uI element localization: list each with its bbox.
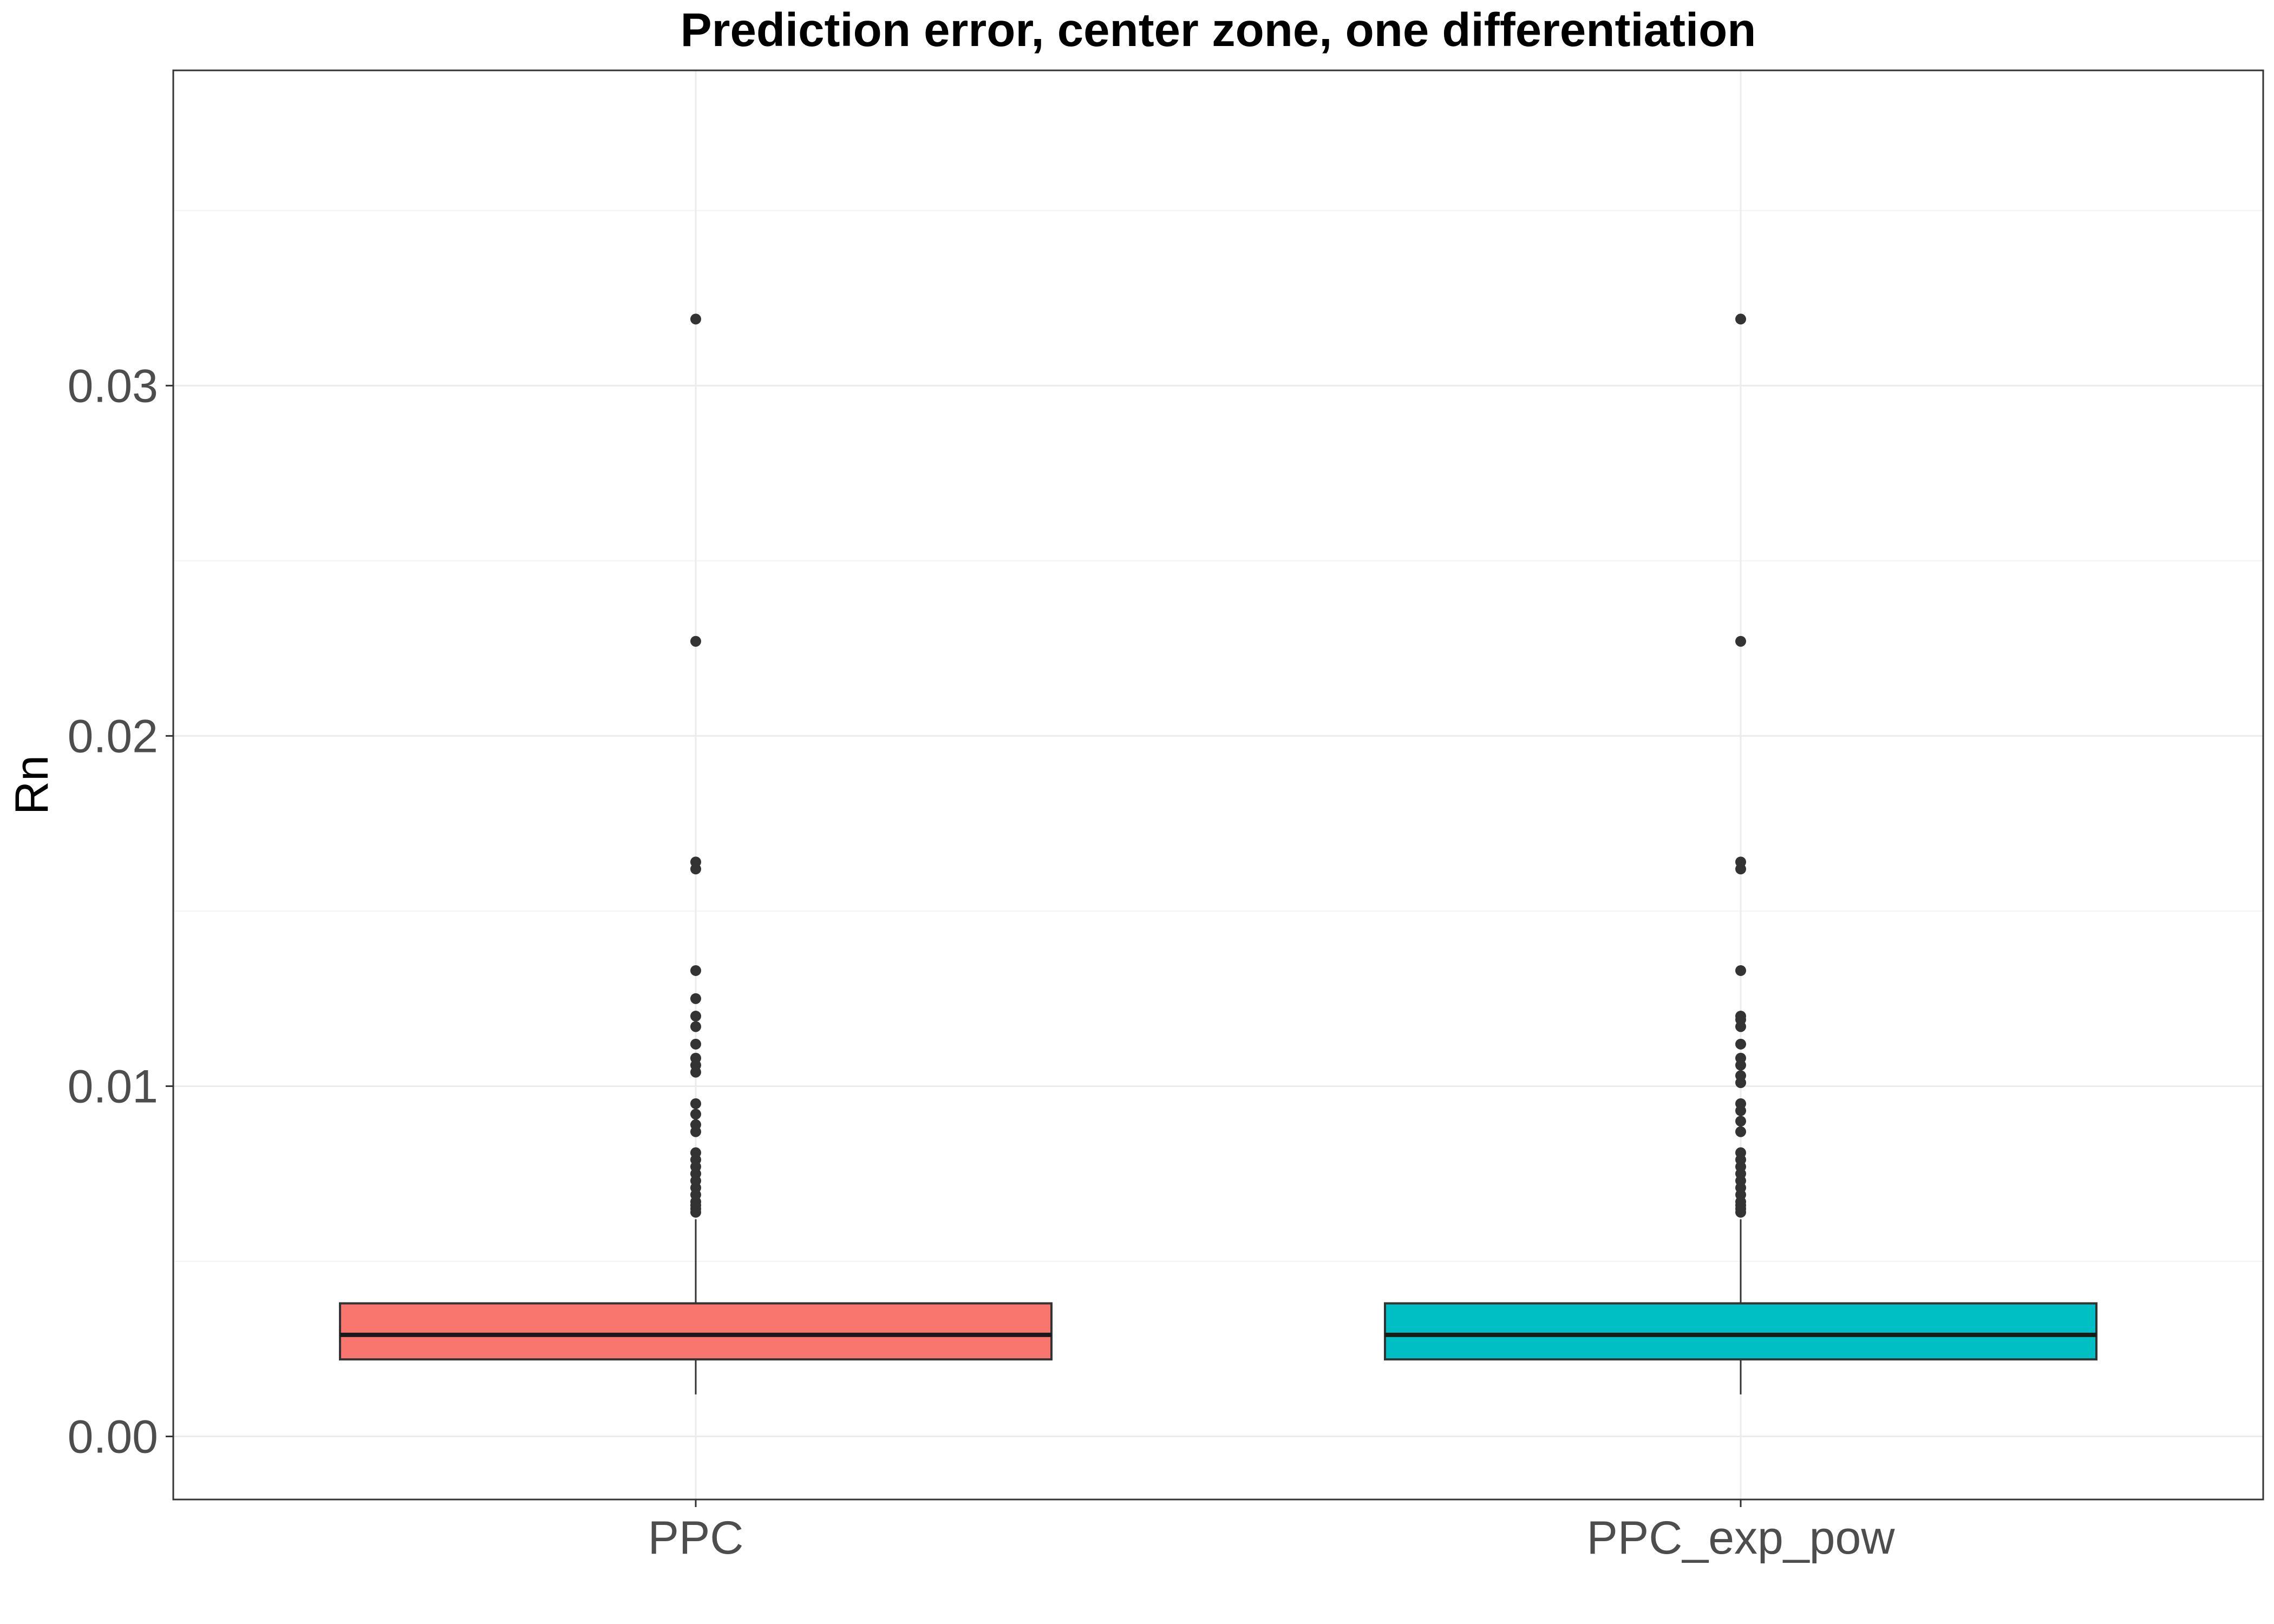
outlier-point [690, 1109, 701, 1120]
outlier-point [690, 1021, 701, 1032]
outlier-point [690, 313, 701, 325]
y-tick-label: 0.03 [68, 360, 158, 412]
outlier-point [690, 1126, 701, 1137]
y-axis: 0.00 0.01 0.02 0.03 [68, 360, 173, 1463]
outlier-point [1735, 313, 1746, 325]
outlier-point [1735, 1038, 1746, 1050]
outlier-point [1735, 1077, 1746, 1088]
y-axis-title: Rn [6, 755, 58, 815]
box-group [339, 313, 1053, 1394]
outlier-point [1735, 1021, 1746, 1032]
outlier-point [690, 863, 701, 875]
outlier-point [1735, 1126, 1746, 1137]
x-tick-label: PPC [648, 1512, 744, 1564]
outlier-point [1735, 863, 1746, 875]
x-tick-label: PPC_exp_pow [1587, 1512, 1896, 1564]
outlier-point [690, 1038, 701, 1050]
grid-lines [173, 70, 2263, 1499]
outlier-point [690, 1066, 701, 1078]
box-iqr [339, 1302, 1053, 1361]
outlier-point [1735, 965, 1746, 976]
outlier-point [690, 636, 701, 647]
outlier-point [1735, 636, 1746, 647]
y-tick-label: 0.00 [68, 1411, 158, 1463]
y-tick-label: 0.02 [68, 710, 158, 762]
outlier-point [690, 1098, 701, 1109]
plot-area [339, 313, 2097, 1394]
outlier-point [1735, 1207, 1746, 1218]
outlier-point [690, 965, 701, 976]
outlier-point [1735, 1059, 1746, 1071]
chart-title: Prediction error, center zone, one diffe… [681, 4, 1756, 56]
box-iqr [1384, 1302, 2097, 1361]
outlier-point [1735, 1105, 1746, 1116]
box-group [1384, 313, 2097, 1394]
outlier-point [690, 993, 701, 1004]
x-axis: PPC PPC_exp_pow [648, 1499, 1896, 1564]
outlier-point [690, 1011, 701, 1022]
outlier-point [1735, 1116, 1746, 1127]
y-tick-label: 0.01 [68, 1060, 158, 1112]
panel-border [172, 69, 2264, 1501]
outlier-point [690, 1207, 701, 1218]
